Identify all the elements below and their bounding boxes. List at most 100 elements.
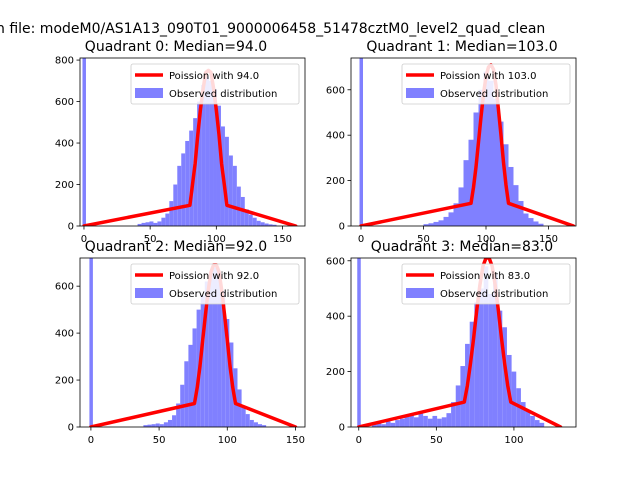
axes-frame [350,57,577,227]
histogram-bar [172,415,177,427]
histogram-bar [371,423,377,427]
histogram-bar [488,294,493,427]
histogram-bar [159,424,164,427]
histogram-bar [209,80,214,226]
histogram-bar [483,71,489,226]
legend-observed-swatch [406,288,434,298]
histogram-bar [252,217,257,226]
histogram-zero-bar [357,258,361,427]
histogram-bar [145,222,150,226]
histogram-bar [147,424,152,427]
legend-observed-label: Observed distribution [440,89,548,100]
quadrant-0-title: Quadrant 0: Median=94.0 [85,39,267,55]
histogram-bar [256,220,261,226]
histogram-bar [498,121,504,226]
histogram-bar [423,415,428,427]
y-tick-label: 600 [326,256,345,267]
histogram-bar [460,366,466,427]
histogram-bar [201,84,206,226]
histogram-bar [257,424,263,427]
histogram-bar [184,361,189,427]
histogram-bar [268,224,273,226]
histogram-bar [189,130,194,226]
histogram-bar [381,424,386,427]
x-tick-label: 50 [417,234,430,245]
histogram-bar [205,76,210,226]
histogram-bar [155,423,160,427]
histogram-bar [137,223,142,226]
legend-box [130,63,300,105]
y-tick-label: 600 [326,85,345,96]
y-tick-label: 600 [55,97,74,108]
quadrant-0-panel: 0 50 100 150 0 200 400 600 800 Poission with 94.0… [55,39,306,245]
y-tick-label: 800 [55,56,74,67]
histogram-bar [167,419,173,427]
histogram-bar [518,201,524,226]
x-tick-label: 150 [286,435,305,446]
histogram-bar [181,153,186,226]
histogram-bar [185,140,190,226]
legend-poisson-label: Poission with 103.0 [440,71,536,82]
histogram-bar [483,266,489,427]
histogram-bar [502,327,507,427]
legend-poisson-label: Poission with 94.0 [169,71,259,82]
y-tick-label: 400 [326,131,345,142]
histogram-bar [395,420,400,427]
histogram-bar [528,218,534,226]
axes-frame [79,257,306,428]
histogram-bar [217,272,222,427]
histogram-bar [533,221,539,226]
histogram-zero-bar [359,58,363,226]
legend-observed-label: Observed distribution [440,289,548,300]
histogram-bar [423,224,429,226]
legend-poisson-label: Poission with 92.0 [169,271,259,282]
histogram-bar [260,222,265,226]
histogram-bar [404,415,410,427]
histogram-bar [463,160,469,226]
histogram-bar [248,214,253,226]
y-tick-label: 0 [68,423,74,434]
histogram-bar [474,302,480,427]
quadrant-2-title: Quadrant 2: Median=92.0 [85,239,267,255]
histogram-bar [228,155,233,226]
histogram-bar [493,98,499,226]
histogram-bar [468,139,474,226]
histogram-bar [413,417,419,427]
histogram-bar [249,419,254,427]
histogram-bar [453,203,459,226]
legend: Poission with 92.0 Observed distribution [130,263,300,305]
histogram-bar [451,402,456,427]
histogram-bar [245,414,250,427]
histogram-bar [539,422,545,427]
x-tick-label: 50 [153,435,166,446]
histogram-bar [525,410,531,427]
histogram-bar [237,389,242,427]
legend-box [401,63,571,105]
histogram-zero-bar [82,58,86,226]
legend-box [401,263,571,305]
histogram-bar [433,221,439,226]
y-tick-label: 0 [339,423,345,434]
legend-poisson-label: Poission with 83.0 [440,271,530,282]
histogram-bar [390,422,396,427]
legend-observed-swatch [135,88,163,98]
x-tick-label: 50 [144,234,157,245]
histogram-bar [253,422,258,427]
legend-observed-label: Observed distribution [169,289,277,300]
y-tick-label: 400 [55,329,74,340]
histogram-bar [511,371,517,427]
histogram-bar [469,321,475,427]
y-tick-label: 400 [326,312,345,323]
x-tick-label: 50 [430,435,443,446]
y-tick-label: 600 [55,282,74,293]
histogram-bar [497,310,503,427]
histogram-bar [530,415,535,427]
histogram-bar [169,201,174,226]
y-tick-label: 0 [339,222,345,233]
legend-observed-swatch [406,88,434,98]
histogram-bar [523,213,529,226]
histogram-bar [151,424,156,427]
quadrant-1-title: Quadrant 1: Median=103.0 [366,39,557,55]
histogram-bar [197,101,202,226]
